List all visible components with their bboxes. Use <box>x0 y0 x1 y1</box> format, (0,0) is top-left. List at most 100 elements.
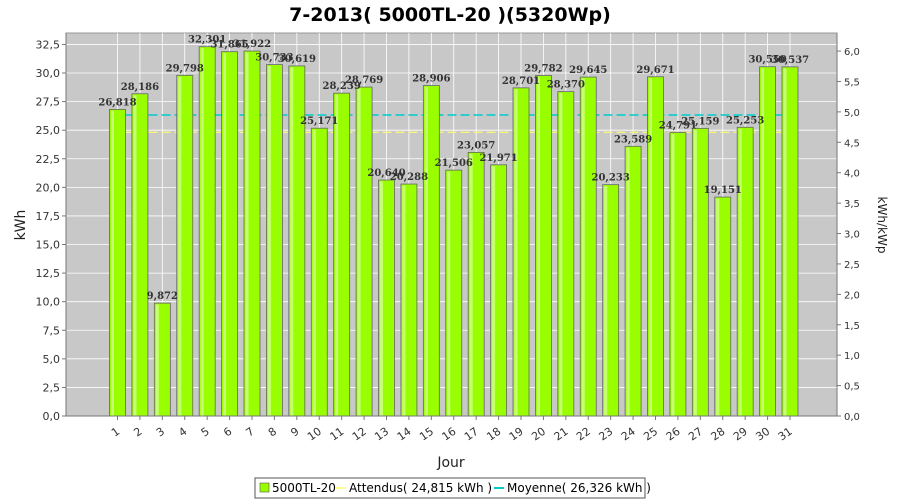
bar-highlight <box>626 147 630 416</box>
bar-highlight <box>738 128 742 416</box>
y2-tick-label: 5,0 <box>844 108 860 119</box>
y-tick-label: 5,0 <box>43 353 61 366</box>
y-tick-label: 25,0 <box>36 124 61 137</box>
x-tick-label: 20 <box>529 425 548 444</box>
bar-value-label: 25,159 <box>681 116 719 127</box>
x-tick-label: 19 <box>507 425 526 444</box>
bar-value-label: 26,818 <box>98 97 136 108</box>
x-tick-label: 17 <box>462 425 481 444</box>
bar-highlight <box>671 134 675 416</box>
x-tick-label: 6 <box>221 425 234 440</box>
bar-value-label: 28,701 <box>502 76 540 87</box>
y2-tick-label: 3,0 <box>844 230 860 241</box>
bar-value-label: 28,906 <box>412 74 450 85</box>
bar-value-label: 30,537 <box>771 55 809 66</box>
bar-highlight <box>783 68 787 416</box>
x-axis-title: Jour <box>436 455 465 471</box>
y-tick-label: 2,5 <box>43 381 61 394</box>
x-tick-label: 29 <box>731 425 750 444</box>
y-tick-label: 10,0 <box>36 296 61 309</box>
x-tick-label: 27 <box>686 425 705 444</box>
bar-value-label: 28,239 <box>323 81 361 92</box>
bar-highlight <box>536 77 540 416</box>
x-tick-label: 10 <box>305 425 324 444</box>
y2-tick-label: 4,0 <box>844 169 860 180</box>
bar-value-label: 19,151 <box>704 185 742 196</box>
y-tick-label: 15,0 <box>36 239 61 252</box>
bar-highlight <box>469 153 473 416</box>
bar-highlight <box>133 95 137 416</box>
x-tick-label: 8 <box>266 425 279 440</box>
bar-highlight <box>178 76 182 416</box>
y-axis: 0,0 2,5 5,0 7,5 10,0 12,5 15,0 17,5 20,0 22,5 25,0… <box>36 33 67 423</box>
bar-value-label: 29,798 <box>166 63 204 74</box>
y2-tick-label: 4,5 <box>844 138 860 149</box>
data-labels: 26,818 28,186 9,872 29,798 32,30131,86531,92… <box>98 35 809 302</box>
y-tick-label: 27,5 <box>36 96 61 109</box>
y2-tick-label: 3,5 <box>844 199 860 210</box>
x-tick-label: 4 <box>176 425 189 440</box>
bar-highlight <box>380 181 383 416</box>
bar-value-label: 28,769 <box>345 75 383 86</box>
bar-value-label: 20,640 <box>367 168 405 179</box>
x-tick-label: 28 <box>709 425 728 444</box>
bar-value-label: 28,370 <box>547 80 585 91</box>
y2-tick-label: 6,0 <box>844 47 860 58</box>
x-tick-label: 7 <box>244 425 257 440</box>
x-tick-label: 13 <box>372 425 391 444</box>
bar-highlight <box>447 171 451 416</box>
x-tick-label: 14 <box>395 425 414 444</box>
bar-highlight <box>604 186 608 416</box>
legend-swatch-bars <box>259 482 270 493</box>
legend-label-moyenne: Moyenne( 26,326 kWh ) <box>507 481 651 495</box>
bar-value-label: 30,733 <box>255 53 293 64</box>
x-tick-label: 22 <box>574 425 593 444</box>
x-tick-label: 9 <box>288 425 301 440</box>
bar-value-label: 32,301 <box>188 35 226 46</box>
bar-value-label: 29,671 <box>636 65 674 76</box>
x-tick-label: 3 <box>154 425 167 440</box>
y-axis-title: kWh <box>13 210 29 241</box>
x-tick-label: 1 <box>109 425 122 440</box>
bar-value-label: 29,645 <box>569 65 607 76</box>
bar-highlight <box>290 67 294 416</box>
x-tick-label: 26 <box>664 425 683 444</box>
y2-tick-label: 2,0 <box>844 290 860 301</box>
y-tick-label: 12,5 <box>36 267 61 280</box>
bar-value-label: 21,971 <box>479 153 517 164</box>
y-tick-label: 22,5 <box>36 153 61 166</box>
x-tick-label: 12 <box>350 425 369 444</box>
bar-highlight <box>245 52 249 416</box>
bar-value-label: 25,253 <box>726 115 764 126</box>
y2-tick-label: 0,0 <box>844 412 860 423</box>
y-tick-label: 0,0 <box>43 410 61 423</box>
y-tick-label: 32,5 <box>36 38 61 51</box>
bar-highlight <box>559 93 563 416</box>
bar-highlight <box>402 185 406 416</box>
x-tick-label: 15 <box>417 425 436 444</box>
legend-box <box>254 477 646 499</box>
x-tick-label: 31 <box>776 425 795 444</box>
bar-value-label: 25,171 <box>300 116 338 127</box>
bar-value-label: 20,233 <box>592 173 630 184</box>
legend: 5000TL-20 Attendus( 24,815 kWh ) Moyenne… <box>254 477 651 499</box>
y-tick-label: 30,0 <box>36 67 61 80</box>
bars <box>109 46 799 417</box>
bar-value-label: 28,186 <box>121 82 159 93</box>
bar-highlight <box>357 88 361 416</box>
x-tick-label: 30 <box>753 425 772 444</box>
bar-highlight <box>335 94 339 416</box>
bar-highlight <box>200 48 204 416</box>
x-axis: 1 2 3 4 5 6 7 8 9 10 11 12 13 14 15 16 17 18 19 20 21 22 23 24 2… <box>66 415 837 444</box>
y2-tick-label: 5,5 <box>844 77 860 88</box>
bar-value-label: 30,550 <box>748 55 786 66</box>
legend-label-bars: 5000TL-20 <box>272 481 336 495</box>
bar-highlight <box>424 87 428 416</box>
bar-value-label: 20,288 <box>390 172 428 183</box>
y2-tick-label: 0,5 <box>844 382 860 393</box>
bar-highlight <box>267 66 271 416</box>
bar-highlight <box>492 166 496 416</box>
bar-highlight <box>155 304 159 416</box>
